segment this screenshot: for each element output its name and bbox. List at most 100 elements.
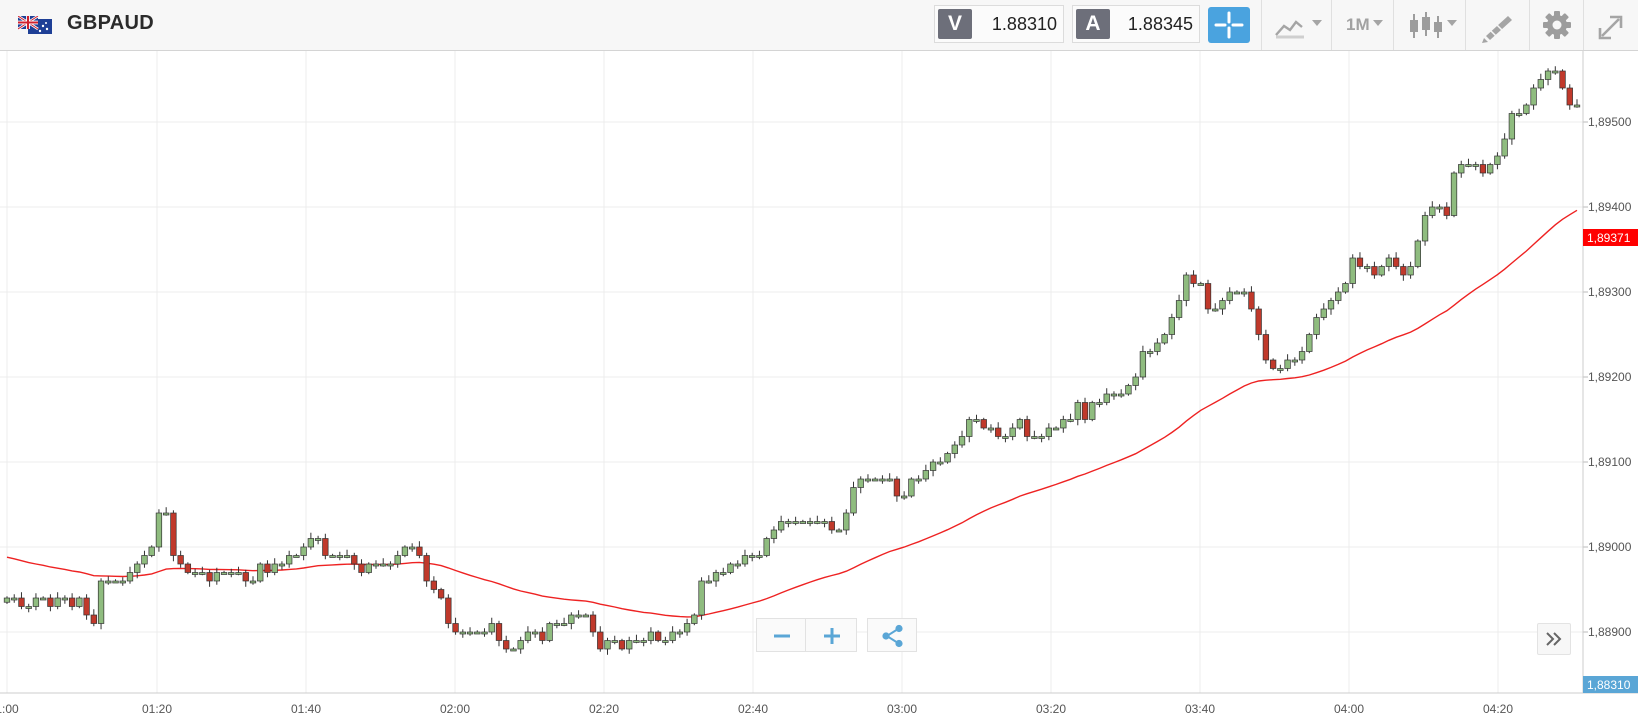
gear-icon [1543,11,1571,39]
candle-bullish [510,648,517,652]
candle-bullish [199,572,206,575]
candle-bullish [727,563,734,573]
candle-bearish [18,597,25,607]
candle-bullish [553,623,561,626]
candle-bullish [517,640,524,650]
candle-bullish [908,478,915,497]
candle-bearish [445,597,452,624]
candle-bullish [488,623,495,633]
candle-bullish [1103,393,1110,403]
candle-bullish [966,419,973,437]
candle-bullish [1219,300,1226,310]
candlestick-icon [1410,12,1457,38]
chart-toolbar: GBPAUD V 1.88310 A 1.88345 1M [0,0,1638,51]
candle-bullish [835,529,843,533]
candle-bearish [503,640,510,650]
candle-bullish [1508,113,1516,140]
candle-bullish [32,597,40,607]
candle-bearish [1023,419,1031,437]
candle-bullish [1523,104,1530,114]
candle-bullish [633,640,640,643]
candle-bullish [148,546,155,556]
candle-bearish [589,614,597,633]
candle-bullish [1364,266,1371,269]
candle-bearish [1392,257,1400,267]
candle-bearish [322,538,329,556]
zoom-out-button[interactable] [756,618,806,652]
candle-bearish [416,546,423,556]
moving-average-layer [6,209,1578,618]
candlestick-style-button[interactable] [1393,0,1465,50]
candle-bullish [1016,419,1024,429]
candle-bullish [973,419,980,422]
candle-bullish [864,478,872,482]
candle-bullish [879,478,886,482]
candle-bullish [1154,342,1161,352]
candle-bearish [828,521,835,531]
candle-bearish [1248,291,1255,310]
candle-bullish [640,640,647,643]
candle-bullish [1052,427,1060,431]
current-price-tag [1583,676,1638,693]
candle-bearish [1479,164,1487,174]
fullscreen-button[interactable] [1583,0,1638,50]
candle-bearish [423,555,430,582]
scroll-to-latest-button[interactable] [1537,623,1571,655]
candle-bullish [481,631,488,635]
moving-average-line [6,209,1578,618]
ma-value-label: 1,89371 [1587,231,1631,245]
chart-type-button[interactable] [1261,0,1331,50]
candle-bullish [394,555,401,565]
candle-bearish [1371,266,1378,276]
candle-bullish [944,453,951,463]
candle-bullish [141,555,148,565]
candle-bearish [68,597,76,607]
candle-bullish [271,563,278,573]
y-tick-label: 1,89200 [1588,370,1632,384]
candle-bullish [532,631,539,635]
candle-bullish [524,631,532,641]
zoom-in-button[interactable] [805,618,857,652]
x-tick-label: 02:20 [589,702,619,716]
candle-bullish [1298,351,1306,361]
candle-bullish [300,546,307,556]
settings-button[interactable] [1529,0,1583,50]
candle-bullish [568,614,575,624]
candle-bullish [770,529,778,539]
y-tick-label: 1,89400 [1588,200,1632,214]
candle-bullish [191,572,199,575]
candle-bullish [792,521,799,524]
share-icon [882,624,903,648]
candle-bearish [1190,274,1197,284]
candle-bullish [126,572,134,582]
candle-bullish [1414,240,1421,267]
x-tick-label: 02:00 [440,702,470,716]
draw-tools-button[interactable] [1465,0,1529,50]
candle-bullish [806,521,814,524]
x-tick-label: 01:20 [142,702,172,716]
candle-bearish [1566,87,1573,106]
candle-bearish [358,563,365,573]
timeframe-selector[interactable]: 1M [1331,0,1393,50]
candle-bullish [1436,206,1443,210]
bid-price-box[interactable]: V 1.88310 [934,5,1064,43]
chart-grid [0,51,1583,693]
candle-bearish [351,555,358,565]
candle-bullish [278,563,286,567]
chart-axes: 1,88900 1,89000 1,89100 1,89200 1,89300 1,894… [0,51,1638,716]
candle-bullish [1060,419,1067,429]
candle-bullish [922,470,929,480]
candle-bullish [1009,427,1016,437]
ask-price-box[interactable]: A 1.88345 [1072,5,1200,43]
candle-bullish [1450,172,1458,216]
candle-bullish [466,631,474,635]
candle-bullish [1515,113,1523,116]
candle-bullish [582,614,589,618]
candle-bullish [1284,359,1291,369]
crosshair-button[interactable] [1208,7,1250,43]
y-tick-label: 1,89500 [1588,115,1632,129]
candle-bullish [611,640,618,643]
candle-bullish [575,614,582,618]
share-button[interactable] [867,618,917,652]
candle-bearish [242,572,249,582]
